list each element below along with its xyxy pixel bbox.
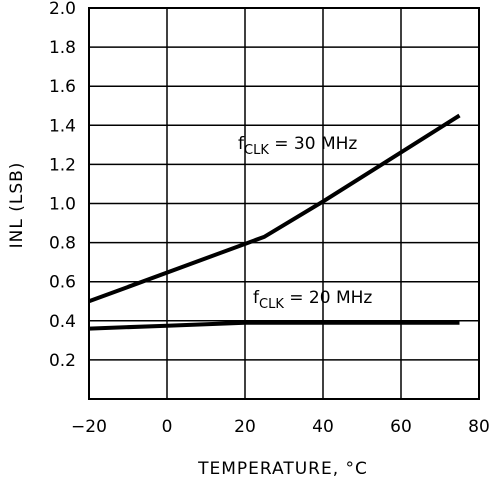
series-label-30mhz: fCLK = 30 MHz (238, 134, 357, 158)
grid (88, 7, 480, 399)
y-tick-label: 1.6 (49, 77, 76, 97)
y-tick-label: 2.0 (49, 0, 76, 19)
y-tick-label: 0.4 (49, 312, 76, 332)
y-tick-label: 1.4 (49, 116, 76, 136)
x-axis-title: TEMPERATURE, °C (197, 459, 368, 479)
x-tick-labels: −20 0 20 40 60 80 (71, 417, 490, 437)
y-tick-label: 1.8 (49, 38, 76, 58)
series-line-1 (88, 320, 460, 331)
x-tick-label: 40 (312, 417, 334, 437)
series-line-0 (88, 113, 461, 304)
series-lines (88, 113, 461, 331)
x-tick-label: 80 (468, 417, 490, 437)
y-tick-label: 0.2 (49, 351, 76, 371)
plot-frame (88, 7, 480, 400)
x-tick-label: 20 (234, 417, 256, 437)
y-tick-label: 0.8 (49, 234, 76, 254)
x-tick-label: −20 (71, 417, 107, 437)
x-tick-label: 0 (162, 417, 173, 437)
y-axis-title: INL (LSB) (7, 162, 27, 249)
y-tick-labels: 0.2 0.4 0.6 0.8 1.0 1.2 1.4 1.6 1.8 2.0 (49, 0, 76, 371)
x-tick-label: 60 (390, 417, 412, 437)
y-tick-label: 0.6 (49, 273, 76, 293)
y-tick-label: 1.2 (49, 155, 76, 175)
series-label-20mhz: fCLK = 20 MHz (253, 288, 372, 312)
y-tick-label: 1.0 (49, 195, 76, 215)
